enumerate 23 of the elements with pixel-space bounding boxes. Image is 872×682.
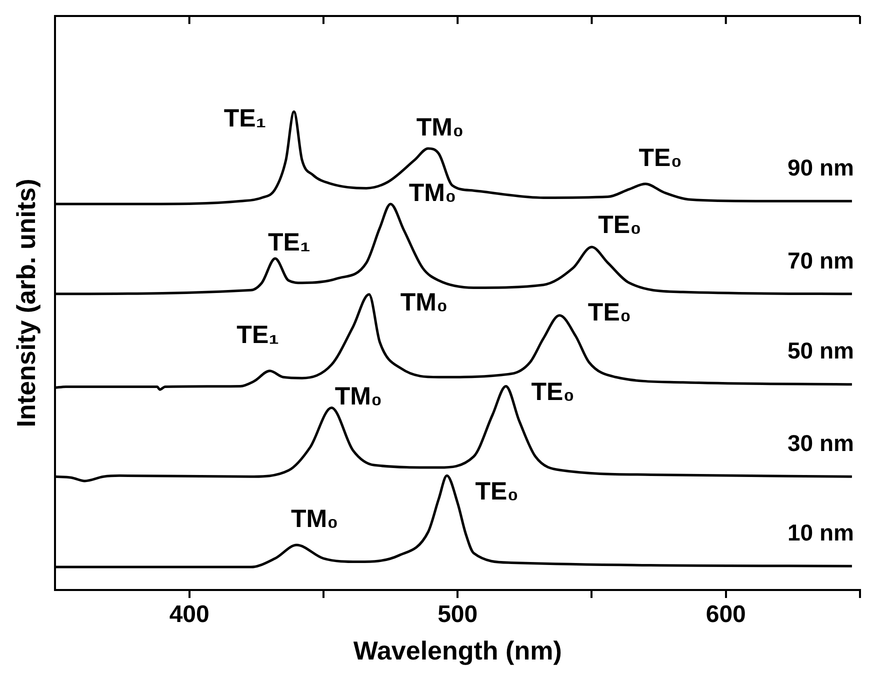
annotation: TM₀ xyxy=(408,178,456,207)
annotation: TM₀ xyxy=(416,113,464,142)
annotation: TE₁ xyxy=(268,228,310,256)
annotation: TM₀ xyxy=(400,288,448,316)
x-tick-label: 400 xyxy=(169,601,210,628)
annotation: TE₁ xyxy=(236,320,279,349)
annotation: TE₀ xyxy=(475,478,518,506)
annotation: TE₁ xyxy=(224,104,266,133)
annotation: TM₀ xyxy=(334,382,382,411)
x-tick-label: 600 xyxy=(706,601,746,628)
series-label: 90 nm xyxy=(788,154,854,180)
annotation: TE₀ xyxy=(531,378,574,406)
annotation: TM₀ xyxy=(290,504,338,533)
x-axis-title: Wavelength (nm) xyxy=(353,636,562,666)
y-axis-title: Intensity (arb. units) xyxy=(10,178,41,428)
series-label: 30 nm xyxy=(788,430,854,456)
series-label: 50 nm xyxy=(788,338,854,364)
series-label: 70 nm xyxy=(788,247,854,274)
x-tick-label: 500 xyxy=(438,601,478,628)
annotation: TE₀ xyxy=(588,298,632,326)
series-label: 10 nm xyxy=(788,519,854,546)
annotation: TE₀ xyxy=(638,144,682,172)
annotation: TE₀ xyxy=(598,210,642,239)
